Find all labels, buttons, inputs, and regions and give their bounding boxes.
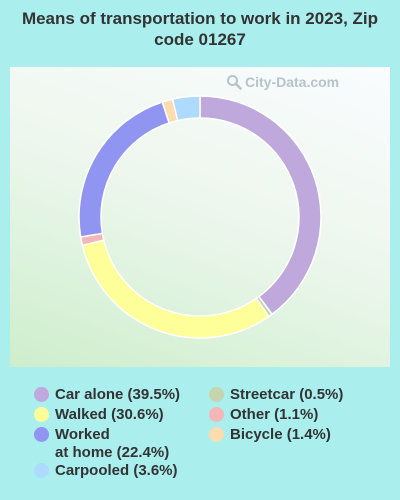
- watermark: City-Data.com: [226, 74, 339, 90]
- legend-label-worked-at-home: Worked at home (22.4%): [55, 426, 170, 461]
- legend-swatch-car-alone: [34, 387, 49, 402]
- slice-carpooled: [171, 95, 201, 122]
- legend-item-walked: Walked (30.6%): [34, 406, 164, 424]
- slice-worked-at-home: [78, 101, 171, 238]
- legend-item-carpooled: Carpooled (3.6%): [34, 462, 178, 480]
- legend-swatch-bicycle: [209, 427, 224, 442]
- magnifier-icon: [227, 75, 242, 90]
- slice-car-alone: [199, 95, 322, 316]
- legend-label-bicycle: Bicycle (1.4%): [230, 426, 331, 443]
- legend-swatch-other: [209, 407, 224, 422]
- legend-item-car-alone: Car alone (39.5%): [34, 386, 180, 404]
- legend-item-streetcar: Streetcar (0.5%): [209, 386, 343, 404]
- legend-label-walked: Walked (30.6%): [55, 406, 164, 423]
- legend-label-streetcar: Streetcar (0.5%): [230, 386, 344, 403]
- legend-swatch-carpooled: [34, 463, 49, 478]
- legend: Car alone (39.5%) Walked (30.6%) Worked at…: [0, 386, 400, 496]
- legend-swatch-worked-at-home: [34, 427, 49, 442]
- chart-title: Means of transportation to work in 2023,…: [21, 9, 379, 49]
- legend-swatch-walked: [34, 407, 49, 422]
- legend-label-carpooled: Carpooled (3.6%): [55, 462, 178, 479]
- legend-label-other: Other (1.1%): [230, 406, 319, 423]
- slice-walked: [81, 239, 270, 339]
- legend-item-other: Other (1.1%): [209, 406, 318, 424]
- legend-item-worked-at-home: Worked at home (22.4%): [34, 426, 169, 462]
- legend-swatch-streetcar: [209, 387, 224, 402]
- watermark-text: City-Data.com: [245, 74, 340, 90]
- legend-label-car-alone: Car alone (39.5%): [55, 386, 181, 403]
- legend-item-bicycle: Bicycle (1.4%): [209, 426, 331, 444]
